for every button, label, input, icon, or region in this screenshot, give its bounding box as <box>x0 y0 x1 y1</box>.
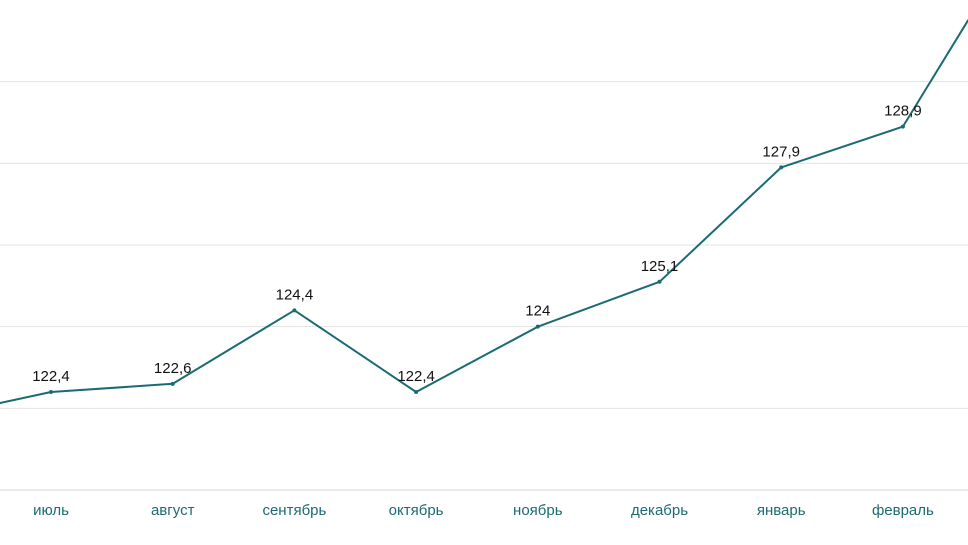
series-group <box>0 19 968 404</box>
grid-lines <box>0 81 968 409</box>
data-point <box>657 279 662 284</box>
data-point <box>900 124 905 129</box>
data-label: 127,9 <box>762 143 800 160</box>
x-tick-label: октябрь <box>389 502 444 519</box>
x-tick-label: февраль <box>872 502 934 519</box>
x-tick-label: сентябрь <box>262 502 326 519</box>
data-point <box>170 381 175 386</box>
x-tick-labels: июль август сентябрь октябрь ноябрь декабрь ян… <box>33 502 934 519</box>
x-tick-label: январь <box>757 502 806 519</box>
data-label: 124,4 <box>276 286 314 303</box>
data-label: 125,1 <box>641 258 679 275</box>
data-point <box>292 308 297 313</box>
data-label: 122,4 <box>397 368 435 385</box>
data-point <box>49 390 53 394</box>
data-label: 122,6 <box>154 360 192 377</box>
data-point <box>535 324 540 329</box>
data-label: 122,4 <box>32 368 70 385</box>
data-label: 124 <box>525 303 550 320</box>
data-point <box>414 390 419 394</box>
x-tick-label: август <box>151 502 195 519</box>
x-tick-label: июль <box>33 502 69 519</box>
data-labels: 122,4 122,6 124,4 122,4 124 125,1 127,9 128,9 <box>32 103 921 385</box>
x-tick-label: декабрь <box>631 502 688 519</box>
x-tick-label: ноябрь <box>513 502 563 519</box>
data-label: 128,9 <box>884 103 922 120</box>
data-point <box>779 165 784 170</box>
series-line <box>0 19 968 404</box>
